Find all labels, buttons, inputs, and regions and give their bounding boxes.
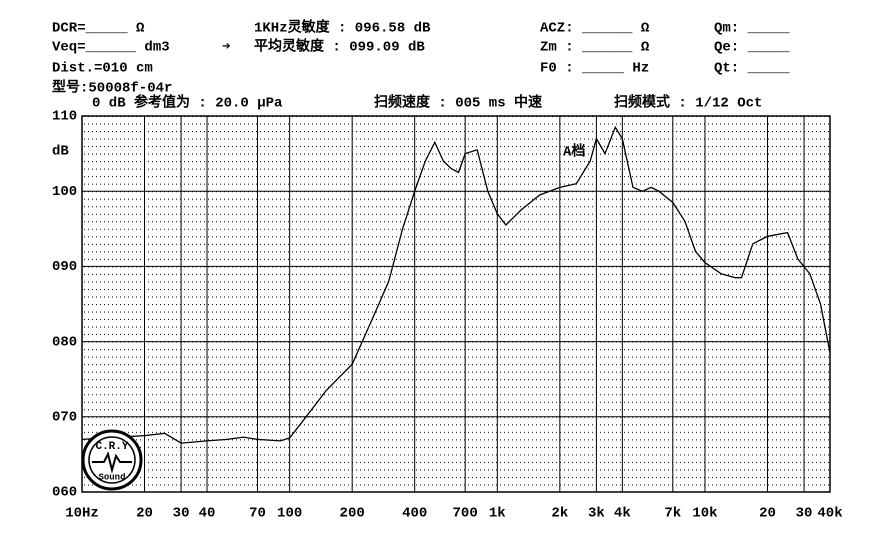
- x-tick-label: 30: [173, 506, 190, 522]
- qe: Qe: _____: [714, 40, 790, 56]
- x-tick-label: 30: [796, 506, 813, 522]
- acz: ACZ: ______ Ω: [540, 21, 650, 37]
- x-tick-label: 3k: [588, 506, 605, 522]
- plot-area: [81, 115, 831, 493]
- x-tick-label: 200: [340, 506, 365, 522]
- qm: Qm: _____: [714, 21, 790, 37]
- y-tick-label: 060: [52, 485, 77, 501]
- y-tick-label: 110: [52, 109, 77, 125]
- x-tick-label: 20: [136, 506, 153, 522]
- x-tick-label: 1k: [489, 506, 506, 522]
- model: 型号:50008f-04r: [52, 79, 172, 97]
- f0: F0 : _____ Hz: [540, 61, 649, 77]
- logo-inner: [88, 436, 136, 484]
- y-tick-label: 100: [52, 184, 77, 200]
- x-tick-label: 7k: [664, 506, 681, 522]
- arrow: ➜: [222, 40, 230, 56]
- x-tick-label: 40: [199, 506, 216, 522]
- x-tick-label: 40k: [817, 506, 842, 522]
- logo: C.R.Y Sound: [81, 429, 143, 491]
- x-tick-label: 10Hz: [65, 506, 99, 522]
- zm: Zm : ______ Ω: [540, 40, 650, 56]
- x-tick-label: 700: [453, 506, 478, 522]
- sens-avg: 平均灵敏度 : 099.09 dB: [254, 38, 425, 56]
- qt: Qt: _____: [714, 61, 790, 77]
- y-tick-label: 090: [52, 259, 77, 275]
- dcr: DCR=_____ Ω: [52, 21, 145, 37]
- y-tick-label: 070: [52, 410, 77, 426]
- annotation: A档: [563, 143, 585, 161]
- dist: Dist.=010 cm: [52, 61, 153, 77]
- logo-bottom: Sound: [98, 472, 125, 482]
- x-tick-label: 100: [277, 506, 302, 522]
- speed: 扫频速度 : 005 ms 中速: [374, 94, 542, 112]
- x-tick-label: 4k: [614, 506, 631, 522]
- x-tick-label: 70: [249, 506, 266, 522]
- response-curve: [81, 125, 831, 444]
- y-axis-label: dB: [52, 144, 69, 160]
- x-tick-label: 400: [402, 506, 427, 522]
- y-tick-label: 080: [52, 334, 77, 350]
- logo-ring: [81, 429, 143, 491]
- x-tick-label: 10k: [692, 506, 717, 522]
- logo-wave: [92, 451, 132, 474]
- x-tick-label: 2k: [551, 506, 568, 522]
- logo-top: C.R.Y: [95, 441, 128, 453]
- mode: 扫频模式 : 1/12 Oct: [614, 94, 762, 112]
- ref: 0 dB 参考值为 : 20.0 μPa: [92, 94, 283, 112]
- x-tick-label: 20: [759, 506, 776, 522]
- veq: Veq=______ dm3: [52, 40, 170, 56]
- sens-1k: 1KHz灵敏度 : 096.58 dB: [254, 19, 431, 37]
